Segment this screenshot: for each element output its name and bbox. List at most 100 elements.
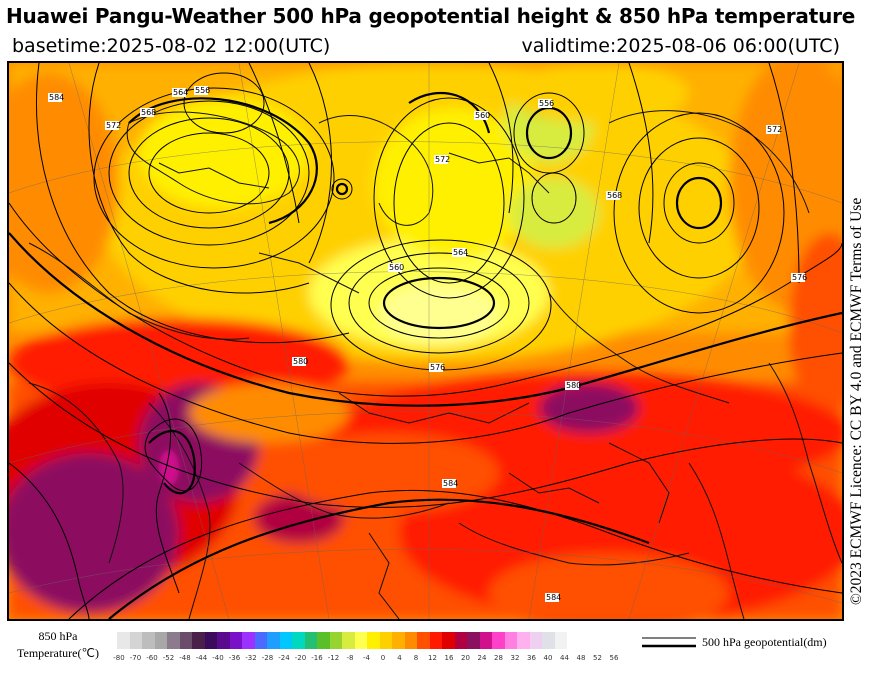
colorbar-tick-label: -8 (346, 654, 354, 662)
contour-label: 556 (539, 99, 554, 108)
weather-map[interactable]: 584 572 568 564 556 560 572 576 584 580 … (7, 61, 844, 621)
colorbar-swatch (492, 632, 505, 649)
colorbar-tick-label: -28 (261, 654, 274, 662)
basetime-label: basetime:2025-08-02 12:00(UTC) (12, 35, 331, 57)
colorbar-tick-label: 32 (510, 654, 520, 662)
geopotential-bold-contours (9, 91, 842, 619)
colorbar-swatch (267, 632, 280, 649)
contour-label: 580 (566, 381, 581, 390)
contour-label: 572 (767, 125, 782, 134)
temperature-legend-title-line2: Temperature(℃) (17, 646, 99, 660)
colorbar-tick-label: 8 (413, 654, 419, 662)
colorbar-tick-label: 4 (397, 654, 402, 662)
colorbar-tick-label: -44 (195, 654, 208, 662)
geopotential-legend-label: 500 hPa geopotential(dm) (702, 635, 827, 649)
colorbar-swatch (392, 632, 405, 649)
map-canvas: 584 572 568 564 556 560 572 576 584 580 … (9, 63, 842, 619)
colorbar-swatch (554, 632, 567, 649)
colorbar-swatch (317, 632, 330, 649)
temperature-colorbar (117, 632, 567, 649)
colorbar-swatch (254, 632, 267, 649)
colorbar-tick-label: 20 (461, 654, 470, 662)
colorbar-swatch (179, 632, 192, 649)
colorbar-swatch (167, 632, 180, 649)
contour-label: 564 (173, 88, 188, 97)
colorbar-swatch (329, 632, 342, 649)
contour-label: 560 (389, 263, 404, 272)
colorbar-swatch (304, 632, 317, 649)
colorbar-swatch (504, 632, 517, 649)
chart-title: Huawei Pangu-Weather 500 hPa geopotentia… (6, 4, 856, 28)
contour-label: 576 (430, 363, 445, 372)
contour-label: 576 (792, 273, 807, 282)
contour-label: 564 (453, 248, 468, 257)
colorbar-swatch (242, 632, 255, 649)
colorbar-swatch (529, 632, 542, 649)
colorbar-tick-label: -4 (363, 654, 370, 662)
colorbar-tick-label: 36 (527, 654, 536, 662)
colorbar-tick-label: 52 (593, 654, 602, 662)
colorbar-tick-label: 0 (380, 654, 386, 662)
colorbar-tick-label: -20 (294, 654, 307, 662)
colorbar-tick-label: 48 (576, 654, 586, 662)
contour-label: 584 (443, 479, 458, 488)
colorbar-swatch (442, 632, 455, 649)
contour-label: 584 (49, 93, 64, 102)
colorbar-swatch (417, 632, 430, 649)
colorbar-tick-label: 56 (609, 654, 619, 662)
colorbar-swatch (154, 632, 167, 649)
colorbar-tick-label: 16 (444, 654, 454, 662)
colorbar-tick-label: 44 (560, 654, 569, 662)
colorbar-swatch (192, 632, 205, 649)
colorbar-tick-label: -52 (162, 654, 175, 662)
colorbar-tick-label: -12 (327, 654, 340, 662)
temperature-field (9, 63, 842, 619)
colorbar-tick-label: 24 (477, 654, 487, 662)
colorbar-tick-label: 12 (428, 654, 437, 662)
colorbar-swatch (279, 632, 292, 649)
colorbar-swatch (117, 632, 130, 649)
colorbar-swatch (404, 632, 417, 649)
colorbar-tick-label: -70 (129, 654, 142, 662)
colorbar-swatch (292, 632, 305, 649)
validtime-label: validtime:2025-08-06 06:00(UTC) (521, 35, 840, 57)
colorbar-tick-label: -16 (311, 654, 323, 662)
colorbar-tick-label: -24 (278, 654, 290, 662)
colorbar-swatch (429, 632, 442, 649)
contour-label: 568 (141, 108, 156, 117)
colorbar-swatch (229, 632, 242, 649)
contour-label: 556 (195, 86, 210, 95)
contour-label: 572 (106, 121, 121, 130)
contour-label: 572 (435, 155, 450, 164)
contour-label: 560 (475, 111, 490, 120)
colorbar-tick-label: -80 (113, 654, 125, 662)
geopotential-contours (9, 63, 842, 619)
geopotential-legend: 500 hPa geopotential(dm) (640, 633, 865, 653)
temperature-legend-title: 850 hPa Temperature(℃) (4, 628, 112, 662)
contour-label: 580 (293, 357, 308, 366)
colorbar-swatch (217, 632, 230, 649)
colorbar-swatch (354, 632, 367, 649)
colorbar-swatch (379, 632, 392, 649)
colorbar-swatch (367, 632, 380, 649)
colorbar-swatch (204, 632, 217, 649)
colorbar-swatch (517, 632, 530, 649)
contour-label: 568 (607, 191, 622, 200)
licence-text: ©2023 ECMWF Licence: CC BY 4.0 and ECMWF… (848, 197, 865, 605)
colorbar-tick-label: -32 (245, 654, 257, 662)
temperature-legend-title-line1: 850 hPa (38, 629, 78, 643)
colorbar-swatch (129, 632, 142, 649)
contour-labels: 584 572 568 564 556 560 572 576 584 580 … (48, 86, 807, 602)
colorbar-tick-label: -40 (212, 654, 224, 662)
geopotential-legend-lines (642, 637, 696, 648)
colorbar-swatch (142, 632, 155, 649)
colorbar-swatch (467, 632, 480, 649)
colorbar-swatch (479, 632, 492, 649)
colorbar-swatch (542, 632, 555, 649)
contour-label: 584 (546, 593, 561, 602)
colorbar-tick-label: -48 (179, 654, 191, 662)
colorbar-swatch (342, 632, 355, 649)
colorbar-tick-label: -36 (228, 654, 241, 662)
colorbar-tick-label: 28 (494, 654, 503, 662)
colorbar-swatch (454, 632, 467, 649)
